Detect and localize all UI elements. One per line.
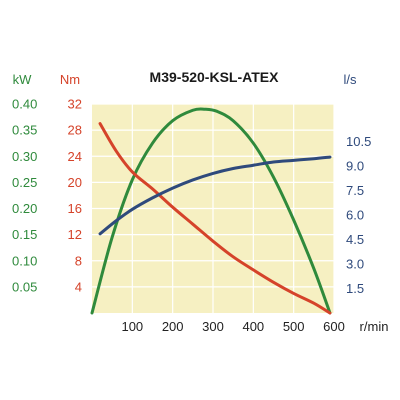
nm-tick-label: 16 [68, 201, 82, 216]
nm-tick-label: 32 [68, 97, 82, 112]
nm-tick-label: 28 [68, 123, 82, 138]
x-tick-label: 500 [283, 319, 305, 334]
nm-axis-unit: Nm [60, 72, 80, 87]
ls-tick-label: 1.5 [346, 281, 364, 296]
kw-tick-label: 0.15 [12, 227, 37, 242]
x-tick-label: 600 [323, 319, 345, 334]
x-tick-label: 200 [162, 319, 184, 334]
kw-tick-label: 0.05 [12, 279, 37, 294]
x-tick-label: 100 [121, 319, 143, 334]
ls-tick-label: 3.0 [346, 257, 364, 272]
ls-tick-label: 6.0 [346, 208, 364, 223]
chart-title: M39-520-KSL-ATEX [150, 69, 280, 85]
ls-series-line [98, 155, 332, 236]
kw-tick-label: 0.25 [12, 175, 37, 190]
nm-tick-label: 4 [75, 279, 82, 294]
ls-tick-label: 10.5 [346, 134, 371, 149]
kw-tick-label: 0.10 [12, 253, 37, 268]
kw-tick-label: 0.35 [12, 123, 37, 138]
kw-tick-label: 0.20 [12, 201, 37, 216]
ls-tick-label: 9.0 [346, 159, 364, 174]
kw-tick-label: 0.40 [12, 97, 37, 112]
ls-tick-label: 7.5 [346, 183, 364, 198]
ls-axis-unit: l/s [344, 72, 358, 87]
kw-axis-unit: kW [13, 72, 33, 87]
nm-tick-label: 12 [68, 227, 82, 242]
tick-labels: 0.05 0.10 0.15 0.20 0.25 0.30 0.35 0.40 4 8 12 16 20… [12, 97, 371, 335]
x-axis-unit: r/min [360, 319, 389, 334]
nm-series-line [98, 122, 332, 315]
nm-tick-label: 24 [68, 149, 82, 164]
grid [92, 103, 335, 313]
kw-tick-label: 0.30 [12, 149, 37, 164]
nm-tick-label: 8 [75, 253, 82, 268]
ls-tick-label: 4.5 [346, 232, 364, 247]
series-group [90, 107, 332, 315]
x-tick-label: 300 [202, 319, 224, 334]
kw-series-line [90, 107, 332, 315]
x-tick-label: 400 [242, 319, 264, 334]
nm-tick-label: 20 [68, 175, 82, 190]
